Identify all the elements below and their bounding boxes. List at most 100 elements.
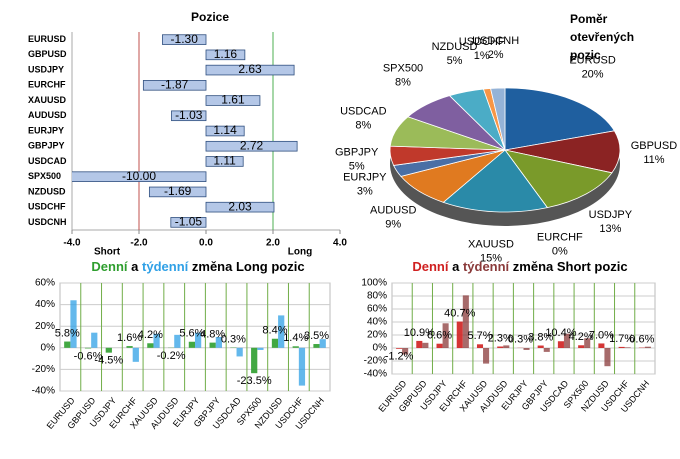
value-label: 3.8%: [528, 331, 553, 343]
y-tick-label: -40%: [32, 386, 55, 397]
x-tick-label: -2.0: [130, 238, 148, 249]
category-label: AUDUSD: [28, 110, 67, 120]
bar: [436, 343, 443, 348]
bar: [170, 217, 207, 228]
slice-label: XAUUSD: [468, 238, 514, 250]
value-label: 2.03: [228, 199, 252, 213]
category-label: NZDUSD: [28, 186, 66, 196]
y-tick-label: 20%: [35, 321, 55, 332]
slice-label: EURUSD: [569, 54, 616, 66]
value-label: 1.61: [221, 93, 245, 107]
bar: [313, 344, 320, 348]
value-label: 0.3%: [221, 333, 246, 345]
chart-title: Denní a týdenní změna Short pozic: [412, 259, 627, 274]
y-tick-label: 40%: [367, 317, 387, 328]
value-label: 8.4%: [262, 325, 287, 337]
bar: [251, 347, 258, 374]
bar: [132, 347, 139, 362]
value-label: 0.3%: [508, 334, 533, 346]
slice-value: 2%: [488, 49, 504, 61]
bar: [162, 34, 207, 45]
bar: [456, 321, 463, 348]
chart-title: Pozice: [191, 10, 229, 24]
bar: [271, 338, 279, 348]
value-label: 2.3%: [488, 332, 513, 344]
value-label: 3.5%: [304, 330, 329, 342]
y-tick-label: -20%: [32, 364, 55, 375]
slice-label: EURJPY: [343, 171, 387, 183]
bar: [126, 346, 133, 348]
value-label: 10.9%: [404, 327, 435, 339]
pie-slice: [504, 149, 613, 209]
slice-label: USDCAD: [340, 105, 387, 117]
bar: [278, 315, 285, 348]
bar: [64, 341, 71, 348]
value-label: 2.72: [240, 138, 264, 152]
chart-title: Denní a týdenní změna Long pozic: [91, 259, 304, 274]
category-label: USDCHF: [28, 202, 66, 212]
value-label: 2.63: [238, 62, 262, 76]
value-label: -1.87: [161, 77, 189, 91]
value-label: -23.5%: [237, 375, 272, 387]
y-tick-label: 0%: [373, 343, 388, 354]
slice-value: 15%: [480, 252, 502, 264]
category-label: GBPJPY: [28, 141, 65, 151]
bar: [578, 345, 585, 348]
bar: [442, 323, 449, 348]
category-label: SPX500: [28, 171, 61, 181]
value-label: 0.6%: [629, 334, 654, 346]
bar: [188, 341, 195, 348]
y-tick-label: 20%: [367, 330, 387, 341]
value-label: -4.5%: [94, 355, 123, 367]
bar: [171, 110, 207, 122]
bar: [205, 156, 244, 167]
pie-slice: [490, 87, 506, 151]
value-label: 4.2%: [138, 329, 163, 341]
value-label: 1.16: [214, 47, 238, 61]
bar: [209, 342, 216, 348]
bar: [205, 95, 261, 106]
y-tick-label: 0%: [41, 342, 56, 353]
bar: [205, 64, 295, 76]
bar: [497, 346, 504, 348]
bar: [584, 338, 591, 348]
bar: [462, 295, 469, 348]
pie-title: Poměr otevřených pozic: [570, 12, 635, 62]
slice-value: 5%: [349, 161, 365, 173]
title-part: a: [131, 259, 139, 274]
slice-label: USDJPY: [589, 209, 633, 221]
bar: [70, 300, 77, 348]
slice-value: 8%: [395, 77, 411, 89]
bar: [563, 333, 571, 348]
slice-value: 3%: [357, 185, 373, 197]
slice-value: 9%: [385, 218, 401, 230]
slice-label: GBPJPY: [335, 147, 379, 159]
bar: [416, 340, 423, 348]
y-tick-label: 60%: [35, 278, 55, 289]
title-part: změna Long pozic: [192, 259, 305, 274]
pie-slice: [442, 149, 549, 213]
value-label: -1.30: [171, 32, 199, 46]
slice-value: 0%: [552, 246, 568, 258]
bar: [503, 345, 510, 348]
category-label: USDCAD: [28, 156, 67, 166]
value-label: 5.8%: [55, 327, 80, 339]
title-series: týdenní: [142, 259, 189, 274]
value-label: 1.11: [213, 154, 236, 168]
slice-value: 5%: [447, 55, 463, 67]
slice-value: 1%: [474, 50, 490, 62]
pie-slice: [504, 130, 621, 174]
bar: [476, 344, 484, 348]
value-label: 5.7%: [467, 330, 492, 342]
bar: [72, 171, 207, 182]
bar: [205, 49, 246, 61]
bar: [195, 332, 202, 348]
slice-value: 8%: [355, 119, 371, 131]
value-label: -1.03: [175, 108, 203, 122]
y-tick-label: -20%: [364, 356, 387, 367]
value-label: 6.6%: [427, 330, 452, 342]
value-label: -1.05: [175, 215, 203, 229]
bar: [319, 339, 326, 348]
